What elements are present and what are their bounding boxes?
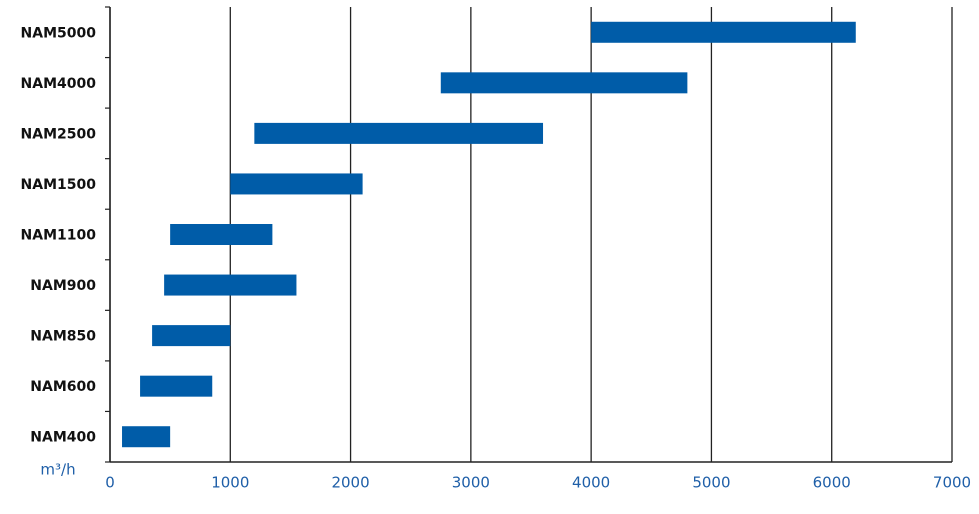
x-tick-label: 6000 [813, 474, 851, 492]
y-tick-label: NAM5000 [21, 25, 97, 41]
x-axis-label: m³/h [40, 461, 75, 479]
y-tick-label: NAM850 [30, 329, 96, 345]
y-tick-label: NAM400 [30, 430, 96, 446]
y-tick-label: NAM900 [30, 278, 96, 294]
bar [140, 375, 213, 397]
bar [591, 21, 856, 43]
x-tick-label: 2000 [331, 474, 369, 492]
x-tick-label: 4000 [572, 474, 610, 492]
bar [170, 224, 273, 245]
x-tick-label: 1000 [211, 474, 249, 492]
bar [122, 426, 171, 448]
y-tick-label: NAM2500 [21, 126, 97, 142]
x-tick-label: 7000 [933, 474, 971, 492]
x-tick-label: 0 [105, 474, 115, 492]
y-tick-label: NAM600 [30, 379, 96, 395]
y-tick-label: NAM1100 [21, 228, 97, 244]
bar [164, 274, 297, 296]
bar [440, 72, 688, 94]
y-tick-label: NAM4000 [21, 76, 97, 92]
x-tick-label: 5000 [692, 474, 730, 492]
y-tick-label: NAM1500 [21, 177, 97, 193]
x-tick-label: 3000 [452, 474, 490, 492]
bar [254, 122, 544, 144]
bar [152, 325, 231, 347]
bar [230, 173, 363, 195]
